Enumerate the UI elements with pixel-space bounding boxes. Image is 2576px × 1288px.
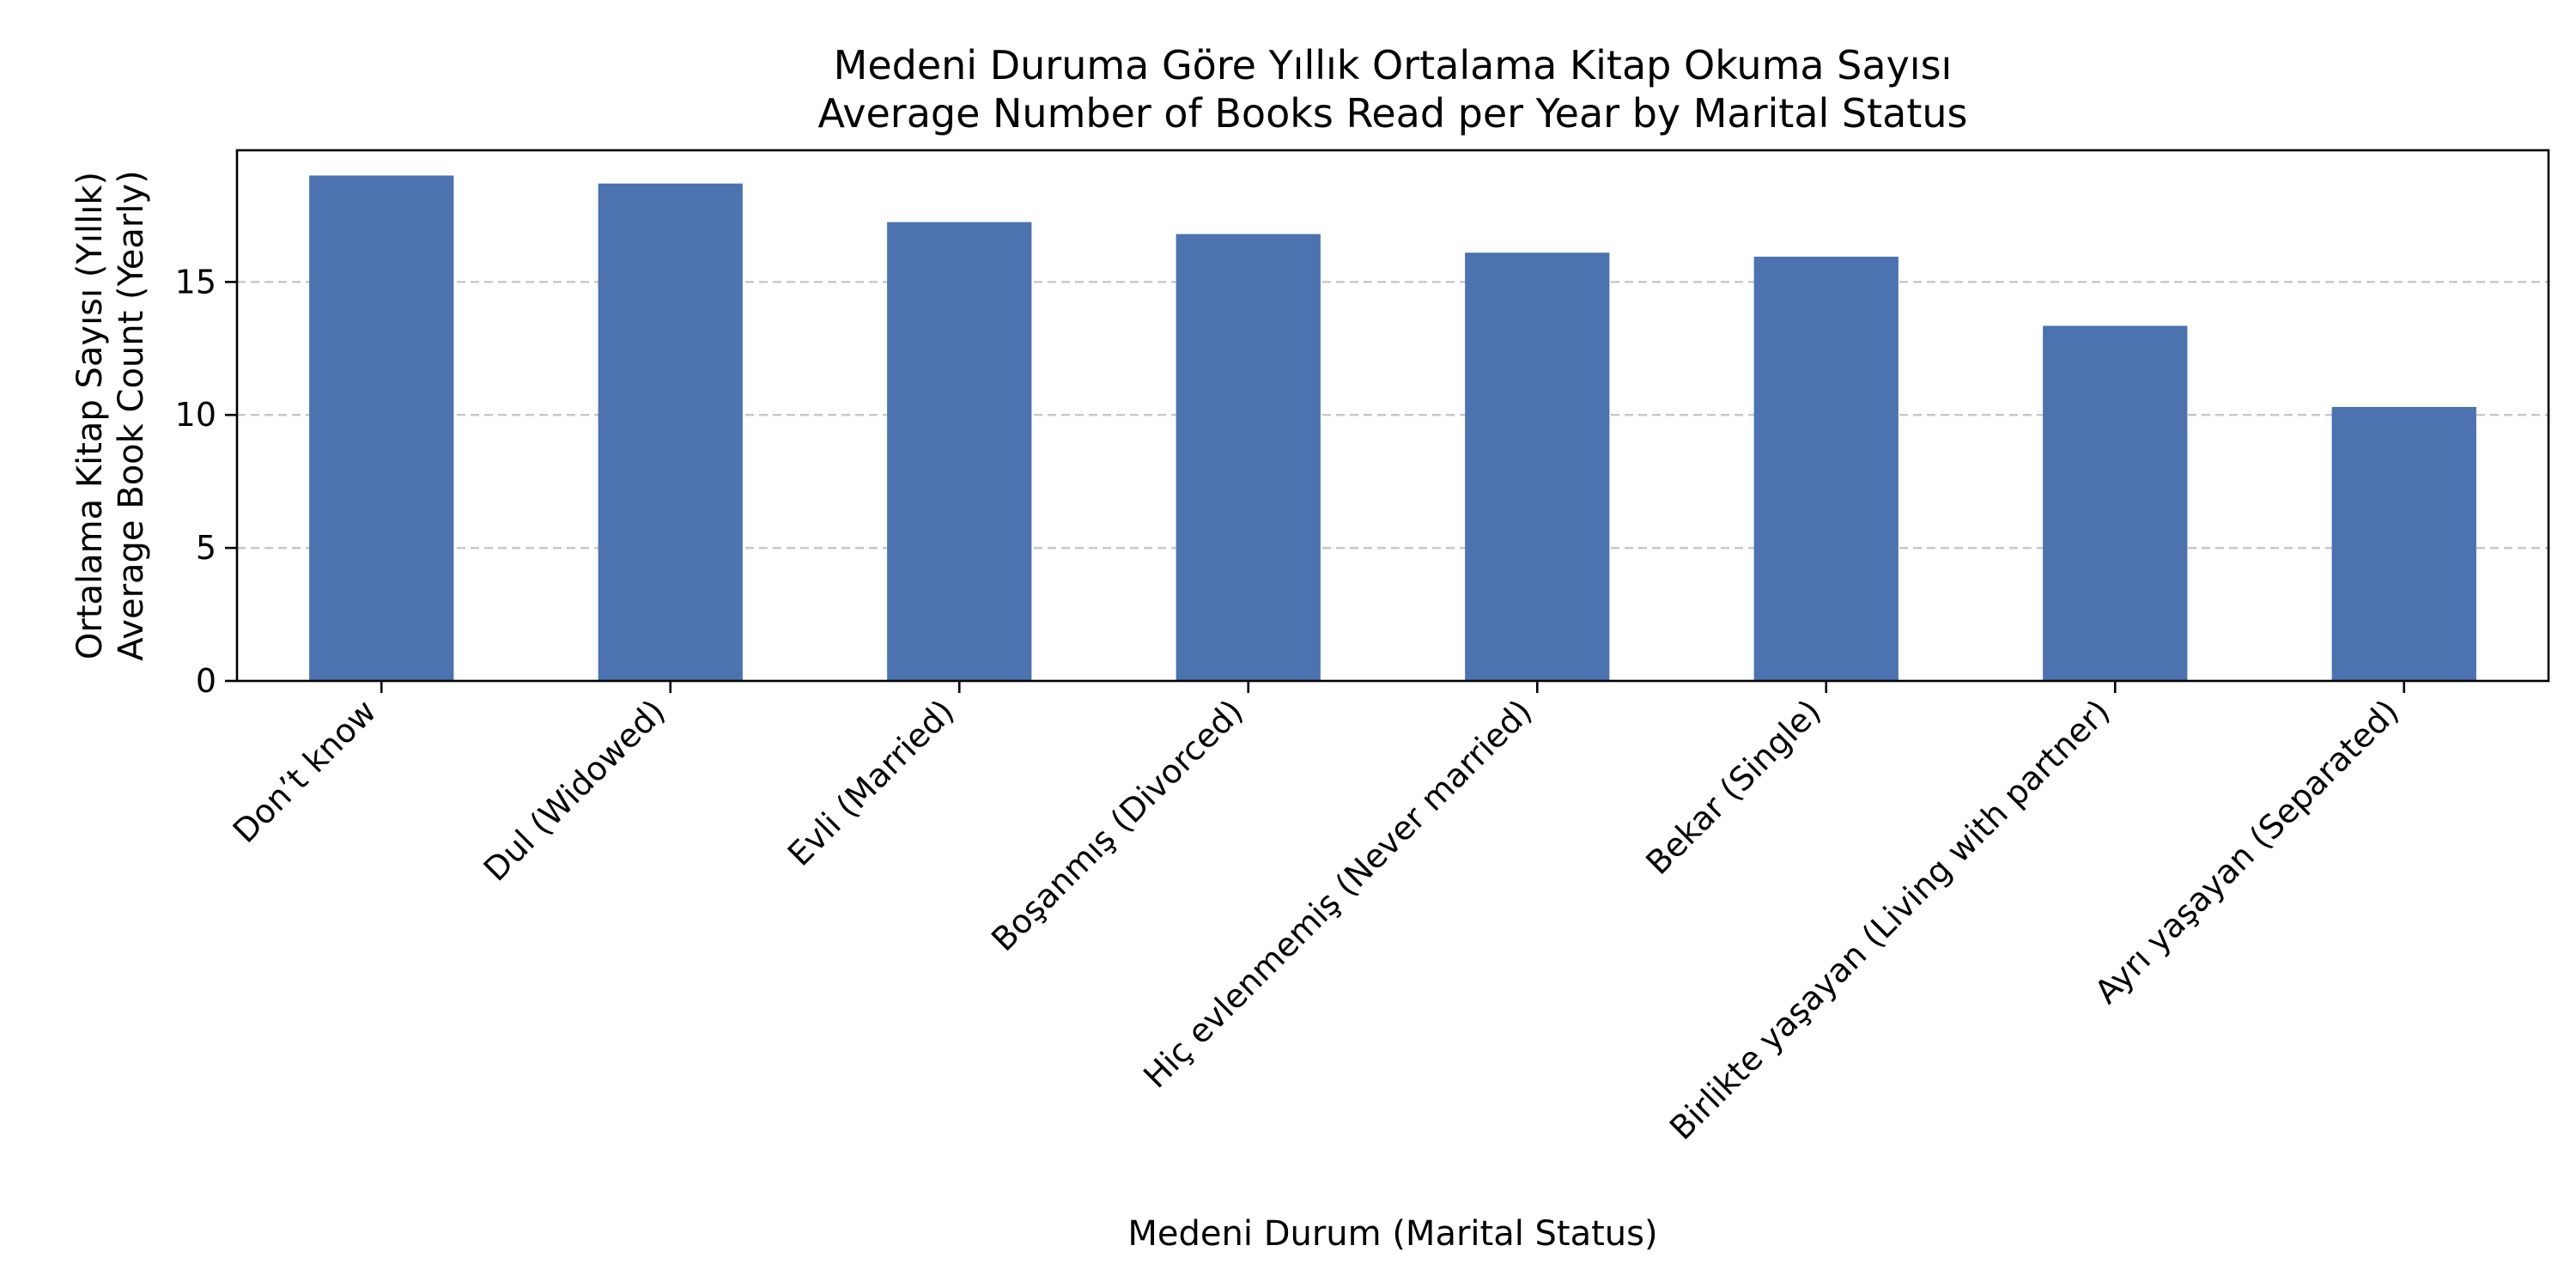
bar (887, 222, 1032, 681)
x-tick-label: Ayrı yaşayan (Separated) (2087, 692, 2406, 1011)
gridlines (237, 281, 2549, 550)
y-tick-label-10: 10 (175, 396, 216, 434)
x-axis-label: Medeni Durum (Marital Status) (1127, 1214, 1657, 1254)
y-axis-label-line1: Ortalama Kitap Sayısı (Yıllık) (70, 172, 110, 659)
y-axis-ticks: 0 5 10 15 (175, 263, 237, 700)
x-tick-label: Boşanmış (Divorced) (984, 692, 1250, 958)
y-tick-label-0: 0 (196, 662, 216, 700)
bars (309, 175, 2476, 681)
bar (2043, 325, 2188, 681)
chart-title-line2: Average Number of Books Read per Year by… (817, 90, 1967, 137)
x-tick-label: Bekar (Single) (1638, 692, 1828, 882)
bar (1176, 234, 1321, 681)
x-tick-label: Don’t know (226, 692, 384, 850)
bar (1465, 252, 1610, 681)
x-tick-label: Evli (Married) (781, 692, 962, 873)
x-tick-label: Dul (Widowed) (477, 692, 672, 888)
x-tick-label: Birlikte yaşayan (Living with partner) (1662, 692, 2117, 1147)
bar (1753, 256, 1899, 681)
bar (309, 175, 454, 681)
chart-title-line1: Medeni Duruma Göre Yıllık Ortalama Kitap… (834, 42, 1953, 88)
y-tick-label-5: 5 (196, 529, 216, 567)
y-axis-label-line2: Average Book Count (Yearly) (112, 170, 151, 660)
x-axis-ticks: Don’t know Dul (Widowed) Evli (Married) Boş… (226, 681, 2406, 1147)
y-tick-label-15: 15 (175, 263, 216, 301)
bar (598, 183, 743, 681)
bar (2331, 406, 2476, 681)
